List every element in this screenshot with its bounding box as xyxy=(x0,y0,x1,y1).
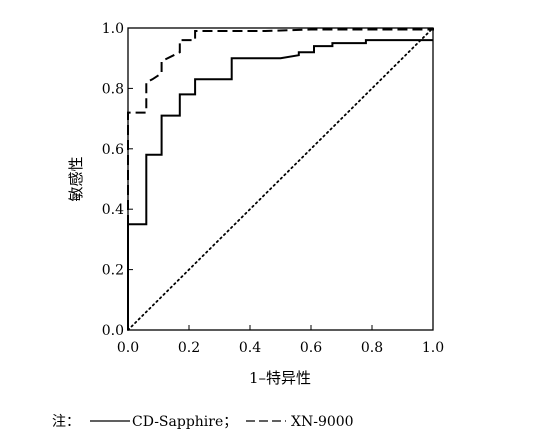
series-line-xn-9000 xyxy=(127,28,434,330)
x-axis-label: 1–特异性 xyxy=(249,369,311,387)
y-tick-label: 0.6 xyxy=(102,142,124,158)
x-tick-label: 0.4 xyxy=(239,340,261,356)
x-tick-label: 0.8 xyxy=(361,340,383,356)
series-layer xyxy=(127,27,434,331)
series-line-reference xyxy=(127,27,434,331)
legend-label-xn-9000: XN-9000 xyxy=(291,414,354,430)
x-tick-label: 0.0 xyxy=(117,340,139,356)
y-axis-label: 敏感性 xyxy=(67,156,85,201)
y-tick-label: 0.0 xyxy=(102,323,124,339)
x-tick-label: 0.6 xyxy=(300,340,322,356)
legend: 注： CD-Sapphire； XN-9000 xyxy=(52,414,354,430)
legend-prefix: 注： xyxy=(52,414,80,430)
x-tick-label: 1.0 xyxy=(422,340,444,356)
series-line-cd-sapphire xyxy=(127,39,433,330)
x-tick-label: 0.2 xyxy=(178,340,200,356)
ticks-layer: 0.0 0.2 0.4 0.6 0.8 1.0 0.0 0.2 0.4 0.6 0.8 1.0 xyxy=(102,21,444,356)
plot-frame xyxy=(127,27,434,331)
y-tick-label: 0.2 xyxy=(102,263,124,279)
legend-label-cd-sapphire: CD-Sapphire； xyxy=(132,414,237,430)
y-tick-label: 0.4 xyxy=(102,202,124,218)
y-tick-label: 1.0 xyxy=(102,21,124,37)
y-tick-label: 0.8 xyxy=(102,81,124,97)
